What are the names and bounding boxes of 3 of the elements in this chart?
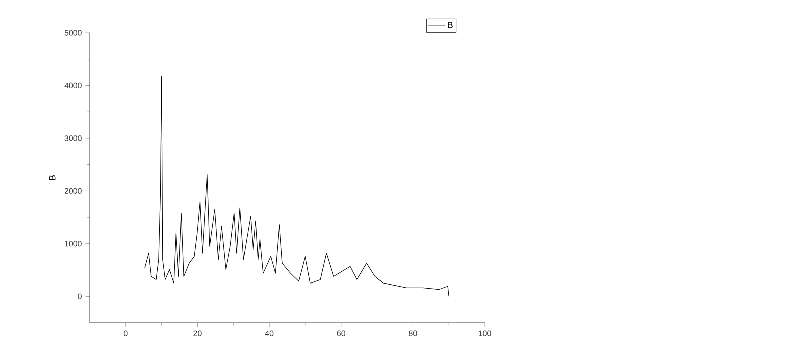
text: B [448, 22, 453, 28]
y-axis-title: B [50, 175, 56, 180]
line-series [144, 76, 450, 297]
